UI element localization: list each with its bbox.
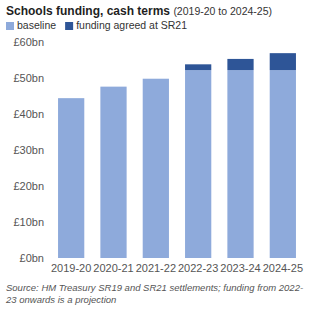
subtitle: (2019-20 to 2024-25) [173, 5, 272, 17]
x-tick-label: 2023-24 [220, 262, 260, 274]
legend: baseline funding agreed at SR21 [6, 19, 187, 31]
source-note: Source: HM Treasury SR19 and SR21 settle… [6, 282, 304, 306]
x-tick-label: 2021-22 [136, 262, 176, 274]
y-tick-label: £50bn [13, 72, 44, 84]
legend-label: baseline [17, 19, 56, 31]
title: Schools funding, cash terms [6, 4, 170, 18]
bar [185, 64, 211, 70]
legend-swatch [65, 22, 73, 30]
bar [270, 70, 296, 258]
bar [143, 79, 169, 258]
legend-swatch [6, 22, 14, 30]
x-tick-label: 2024-25 [263, 262, 303, 274]
y-tick-label: £20bn [13, 180, 44, 192]
y-tick-label: £0bn [20, 252, 44, 264]
bar [100, 87, 126, 258]
bar [270, 53, 296, 70]
x-axis: 2019-202020-212021-222022-232023-242024-… [51, 262, 303, 274]
title-block: Schools funding, cash terms (2019-20 to … [6, 4, 272, 18]
y-tick-label: £40bn [13, 108, 44, 120]
x-tick-label: 2020-21 [93, 262, 133, 274]
chart: baselinefunding agreed at SR21£0bn£10bn£… [0, 0, 310, 311]
x-tick-label: 2022-23 [178, 262, 218, 274]
y-tick-label: £10bn [13, 216, 44, 228]
source-text: Source: HM Treasury SR19 and SR21 settle… [6, 282, 303, 305]
bars [58, 53, 296, 258]
y-axis: £0bn £10bn £20bn £30bn £40bn £50bn £60bn [13, 36, 44, 264]
x-tick-label: 2019-20 [51, 262, 91, 274]
bar [185, 70, 211, 258]
bar [227, 70, 253, 258]
bar [58, 98, 84, 258]
legend-label: funding agreed at SR21 [76, 19, 187, 31]
y-tick-label: £30bn [13, 144, 44, 156]
y-tick-label: £60bn [13, 36, 44, 48]
bar [227, 59, 253, 70]
